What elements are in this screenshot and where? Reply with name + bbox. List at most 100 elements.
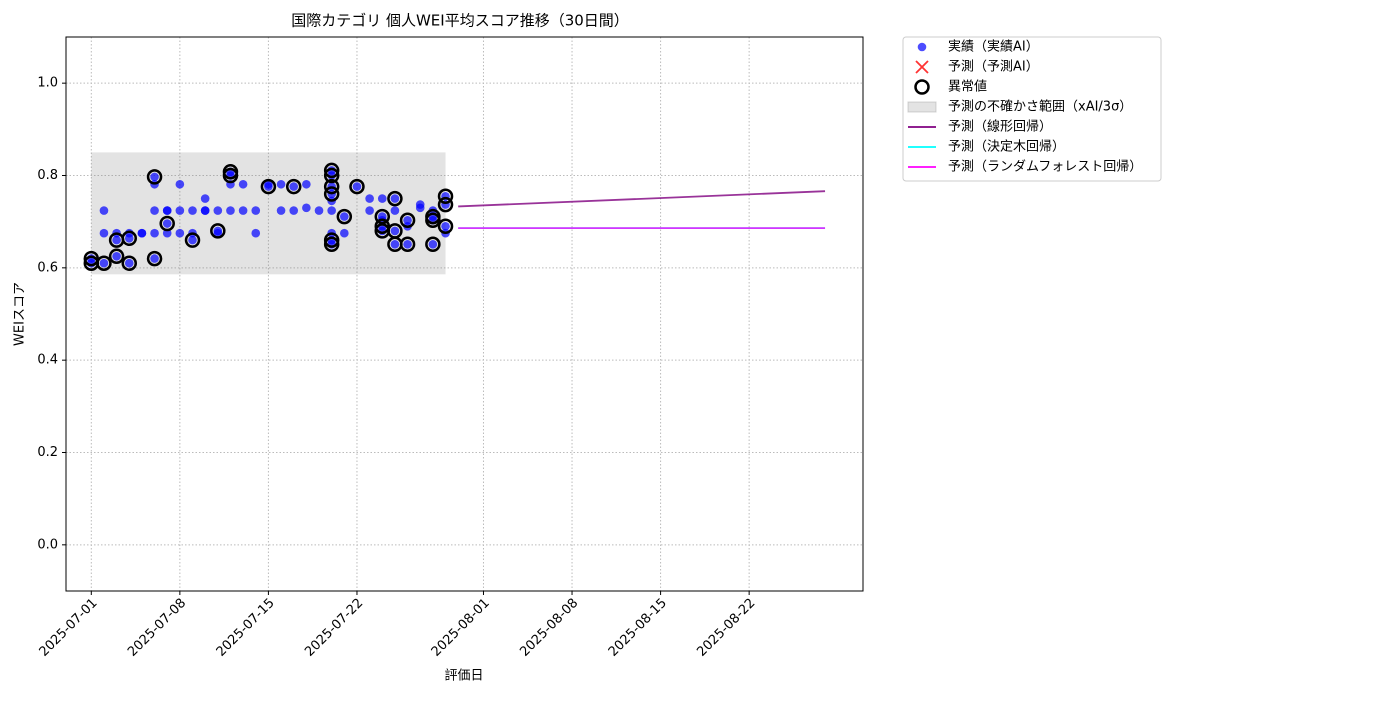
outlier-point bbox=[437, 196, 454, 213]
outlier-point bbox=[425, 236, 441, 253]
x-axis-label: 評価日 bbox=[444, 669, 483, 684]
actual-point bbox=[428, 239, 438, 249]
actual-point bbox=[302, 203, 311, 213]
chart-title: 国際カテゴリ 個人WEI平均スコア推移（30日間） bbox=[291, 12, 629, 30]
outlier-point bbox=[914, 79, 930, 95]
actual-point bbox=[390, 239, 400, 249]
outlier-point bbox=[399, 212, 416, 229]
actual-point bbox=[251, 228, 261, 238]
legend-label: 予測（予測AI） bbox=[948, 60, 1039, 75]
outlier-point bbox=[437, 188, 454, 205]
actual-point bbox=[188, 206, 197, 215]
actual-point bbox=[327, 206, 336, 215]
actual-point bbox=[112, 235, 121, 245]
outlier-point bbox=[336, 208, 353, 225]
actual-point bbox=[441, 221, 450, 231]
outlier-point bbox=[210, 223, 226, 239]
actual-point bbox=[200, 206, 210, 215]
actual-point bbox=[188, 235, 197, 245]
actual-point bbox=[390, 194, 400, 203]
legend-box bbox=[902, 36, 1162, 182]
outlier-point bbox=[323, 236, 340, 253]
actual-point bbox=[150, 228, 159, 238]
actual-point bbox=[200, 194, 210, 203]
outlier-point bbox=[260, 178, 277, 195]
y-tick-label: 0.4 bbox=[37, 353, 58, 368]
outlier-point bbox=[146, 250, 163, 267]
actual-point bbox=[150, 206, 159, 215]
actual-point bbox=[150, 254, 159, 263]
actual-point bbox=[112, 251, 121, 261]
actual-point bbox=[289, 182, 299, 191]
outlier-point bbox=[437, 218, 454, 235]
actual-point bbox=[365, 206, 374, 215]
outlier-point bbox=[108, 248, 125, 265]
outlier-point bbox=[323, 162, 340, 179]
outlier-point bbox=[425, 208, 441, 225]
actual-point bbox=[175, 206, 185, 215]
legend-label: 実績（実績AI） bbox=[948, 39, 1039, 55]
actual-point bbox=[390, 226, 400, 236]
legend-label: 異常値 bbox=[948, 79, 987, 95]
actual-point bbox=[289, 206, 299, 215]
y-axis-label: WEIスコア bbox=[13, 282, 28, 346]
actual-point bbox=[276, 179, 286, 189]
actual-point bbox=[175, 179, 185, 189]
actual-point bbox=[251, 206, 261, 215]
outlier-point bbox=[96, 255, 112, 271]
y-tick-label: 0.2 bbox=[37, 445, 58, 460]
outlier-point bbox=[146, 169, 163, 185]
outlier-point bbox=[387, 223, 403, 239]
actual-point bbox=[213, 226, 223, 236]
actual-point bbox=[137, 228, 147, 238]
actual-point bbox=[238, 206, 248, 215]
outlier-point bbox=[184, 232, 201, 248]
actual-point bbox=[340, 228, 349, 238]
actual-point bbox=[917, 42, 927, 52]
actual-point bbox=[226, 206, 235, 215]
legend-label: 予測の不確かさ範囲（xAI/3σ） bbox=[948, 99, 1132, 115]
plot-frame bbox=[65, 36, 864, 592]
outlier-point bbox=[399, 236, 416, 253]
outlier-point bbox=[374, 208, 391, 225]
actual-point bbox=[264, 179, 273, 189]
outlier-point bbox=[121, 255, 138, 271]
actual-point bbox=[403, 239, 412, 249]
actual-point bbox=[162, 219, 172, 228]
outlier-point bbox=[121, 230, 138, 247]
actual-point bbox=[314, 206, 324, 215]
y-tick-label: 0.0 bbox=[37, 537, 58, 552]
actual-point bbox=[150, 172, 159, 182]
actual-point bbox=[99, 228, 109, 238]
actual-point bbox=[352, 182, 362, 191]
actual-point bbox=[302, 179, 311, 189]
legend-label: 予測（ランダムフォレスト回帰） bbox=[948, 159, 1142, 175]
actual-point bbox=[340, 212, 349, 221]
actual-point bbox=[365, 194, 374, 203]
outlier-point bbox=[323, 186, 340, 202]
actual-point bbox=[403, 215, 412, 225]
actual-point bbox=[213, 206, 223, 215]
y-tick-label: 0.6 bbox=[37, 260, 58, 275]
y-tick-label: 0.8 bbox=[37, 168, 58, 183]
legend-label: 予測（決定木回帰） bbox=[948, 139, 1065, 155]
outlier-point bbox=[222, 164, 239, 180]
actual-point bbox=[390, 206, 400, 215]
actual-point bbox=[99, 206, 109, 215]
actual-point bbox=[238, 179, 248, 189]
outlier-point bbox=[387, 190, 403, 207]
forecast-line bbox=[458, 190, 826, 208]
outlier-point bbox=[285, 178, 302, 195]
actual-point bbox=[124, 258, 134, 268]
outlier-point bbox=[323, 178, 340, 195]
actual-point bbox=[175, 228, 185, 238]
actual-point bbox=[276, 206, 286, 215]
legend-label: 予測（線形回帰） bbox=[948, 119, 1052, 135]
y-tick-label: 1.0 bbox=[37, 76, 58, 91]
actual-point bbox=[377, 194, 387, 203]
legend-swatch bbox=[907, 101, 937, 113]
actual-point bbox=[415, 200, 425, 209]
outlier-point bbox=[159, 215, 175, 232]
